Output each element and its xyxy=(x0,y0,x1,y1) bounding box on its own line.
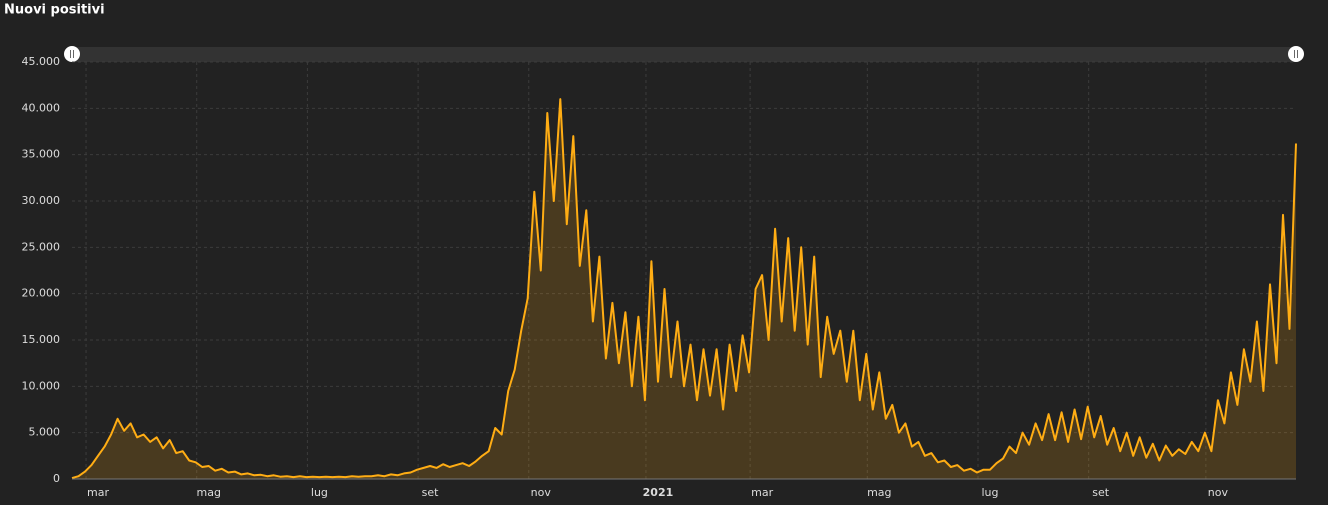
x-tick-label: lug xyxy=(981,486,998,499)
range-handle-right[interactable] xyxy=(1288,46,1304,62)
y-tick-label: 35.000 xyxy=(22,148,61,161)
y-tick-label: 10.000 xyxy=(22,379,61,392)
y-tick-label: 0 xyxy=(53,472,60,485)
y-tick-label: 15.000 xyxy=(22,333,61,346)
range-handle-left[interactable] xyxy=(64,46,80,62)
line xyxy=(71,98,1297,480)
x-tick-label: mar xyxy=(751,486,773,499)
y-tick-label: 40.000 xyxy=(22,101,61,114)
y-tick-label: 30.000 xyxy=(22,194,61,207)
chart-title: Nuovi positivi xyxy=(4,3,105,18)
x-tick-label: mag xyxy=(196,486,220,499)
y-tick-label: 25.000 xyxy=(22,240,61,253)
area xyxy=(72,99,1296,479)
x-tick-label: nov xyxy=(1208,486,1229,499)
x-tick-label: lug xyxy=(311,486,328,499)
x-tick-label: mag xyxy=(867,486,891,499)
x-tick-label: nov xyxy=(531,486,552,499)
range-navigator[interactable] xyxy=(72,47,1296,62)
x-tick-label: set xyxy=(422,486,439,499)
y-tick-label: 45.000 xyxy=(22,55,61,68)
y-tick-label: 20.000 xyxy=(22,287,61,300)
x-tick-label: set xyxy=(1092,486,1109,499)
y-tick-label: 5.000 xyxy=(29,426,61,439)
x-tick-label: mar xyxy=(87,486,109,499)
x-tick-label: 2021 xyxy=(643,486,674,499)
